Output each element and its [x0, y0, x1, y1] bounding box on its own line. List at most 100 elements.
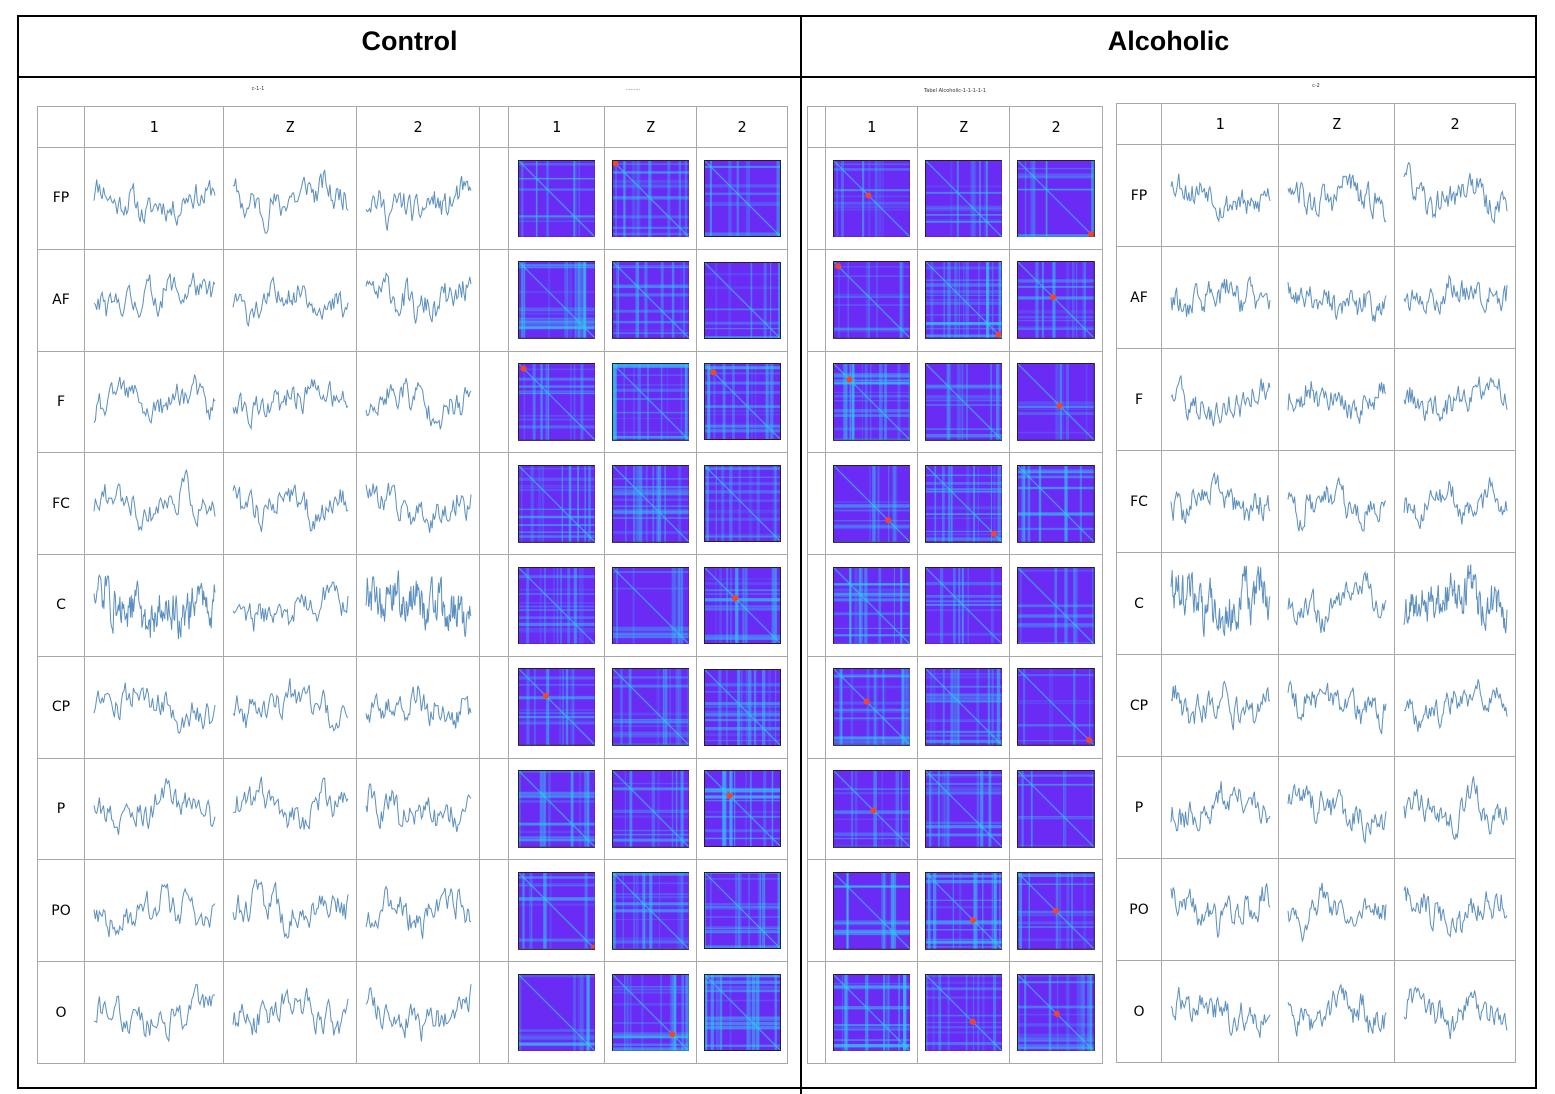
- alcoholic_signals-row-f: F: [1116, 348, 1516, 451]
- alcoholic-group-title: Alcoholic: [1107, 26, 1230, 56]
- eeg-signal-plot: [223, 554, 357, 657]
- channel-label: CP: [37, 655, 85, 759]
- alcoholic_signals-row-cp: CP: [1116, 654, 1516, 757]
- channel-label: AF: [37, 248, 85, 352]
- recurrence-plot-image: [917, 859, 1010, 963]
- recurrence-plot-image: [696, 248, 788, 352]
- channel-label: FC: [1116, 450, 1162, 553]
- control_rp-row-stub: [479, 757, 509, 861]
- eeg-signal-plot: [356, 452, 480, 556]
- eeg-signal-plot: [1278, 348, 1395, 451]
- eeg-signal-plot: [356, 248, 480, 352]
- recurrence-plot-image: [508, 655, 605, 759]
- control_rp-row-stub: [479, 655, 509, 759]
- alcoholic_rp-row-stub: [807, 248, 826, 352]
- eeg-signal-plot: [1278, 960, 1395, 1063]
- eeg-signal-plot: [356, 757, 480, 861]
- recurrence-plot-image: [604, 859, 697, 963]
- channel-label: O: [37, 961, 85, 1064]
- eeg-signal-plot: [356, 655, 480, 759]
- eeg-signal-plot: [1161, 756, 1279, 859]
- recurrence-plot-image: [1009, 757, 1103, 861]
- recurrence-plot-image: [604, 554, 697, 657]
- recurrence-plot-image: [696, 452, 788, 556]
- channel-label: F: [37, 350, 85, 454]
- alcoholic_signals-row-fc: FC: [1116, 450, 1516, 553]
- recurrence-plot-image: [696, 655, 788, 759]
- recurrence-plot-image: [604, 147, 697, 250]
- control_rp-row-af: [479, 248, 788, 352]
- eeg-signal-plot: [1278, 858, 1395, 961]
- channel-label: P: [1116, 756, 1162, 859]
- frame-right-line: [1535, 15, 1537, 1089]
- channel-label: PO: [1116, 858, 1162, 961]
- eeg-signal-plot: [1394, 450, 1516, 553]
- control-signals-body: 1 Z 2 FP AF F FC C CP P PO O: [37, 106, 480, 1064]
- recurrence-plot-image: [1009, 655, 1103, 759]
- eeg-signal-plot: [1394, 858, 1516, 961]
- recurrence-plot-image: [1009, 147, 1103, 250]
- recurrence-plot-image: [825, 350, 918, 454]
- alcoholic_rp-row-stub: [807, 350, 826, 454]
- alcoholic_rp-row-cp: [807, 655, 1103, 759]
- recurrence-plot-image: [1009, 452, 1103, 556]
- control_rp-row-o: [479, 961, 788, 1064]
- control-rp-caption: ·········: [625, 87, 641, 93]
- channel-label: C: [1116, 552, 1162, 655]
- alcoholic_signals-row-p: P: [1116, 756, 1516, 859]
- channel-label: FP: [37, 147, 85, 250]
- eeg-signal-plot: [223, 147, 357, 250]
- channel-label: FP: [1116, 144, 1162, 247]
- alcoholic_signals-column-header: 2: [1394, 103, 1516, 145]
- eeg-signal-plot: [84, 655, 224, 759]
- recurrence-plot-image: [917, 961, 1010, 1064]
- eeg-signal-plot: [356, 350, 480, 454]
- recurrence-plot-image: [825, 655, 918, 759]
- eeg-signal-plot: [1278, 654, 1395, 757]
- control_signals-row-af: AF: [37, 248, 480, 352]
- recurrence-plot-image: [917, 147, 1010, 250]
- recurrence-plot-image: [508, 554, 605, 657]
- recurrence-plot-image: [1009, 961, 1103, 1064]
- eeg-signal-plot: [223, 248, 357, 352]
- recurrence-plot-image: [1009, 248, 1103, 352]
- recurrence-plot-image: [917, 655, 1010, 759]
- alcoholic_signals-row-c: C: [1116, 552, 1516, 655]
- recurrence-plot-image: [508, 452, 605, 556]
- recurrence-plot-image: [604, 757, 697, 861]
- control_rp-row-cp: [479, 655, 788, 759]
- alcoholic_rp-row-af: [807, 248, 1103, 352]
- recurrence-plot-image: [508, 961, 605, 1064]
- control_signals-column-header: Z: [223, 106, 357, 148]
- eeg-signal-plot: [223, 655, 357, 759]
- channel-label: PO: [37, 859, 85, 963]
- control_rp-row-stub: [479, 452, 509, 556]
- recurrence-plot-image: [508, 859, 605, 963]
- eeg-signal-plot: [1278, 756, 1395, 859]
- eeg-signal-plot: [1278, 144, 1395, 247]
- header-divider-line: [18, 76, 1537, 78]
- alcoholic_rp-row-stub: [807, 859, 826, 963]
- recurrence-plot-image: [604, 452, 697, 556]
- eeg-signal-plot: [356, 859, 480, 963]
- eeg-signal-plot: [356, 554, 480, 657]
- recurrence-plot-image: [604, 350, 697, 454]
- alcoholic_signals-column-header: Z: [1278, 103, 1395, 145]
- frame-bottom-line: [18, 1087, 1537, 1089]
- control_rp-row-f: [479, 350, 788, 454]
- recurrence-plot-image: [825, 859, 918, 963]
- control_rp-column-header: Z: [604, 106, 697, 148]
- eeg-signal-plot: [1394, 246, 1516, 349]
- eeg-signal-plot: [1161, 348, 1279, 451]
- alcoholic_signals-row-po: PO: [1116, 858, 1516, 961]
- control_rp-row-fp: [479, 147, 788, 250]
- frame-left-line: [17, 15, 19, 1089]
